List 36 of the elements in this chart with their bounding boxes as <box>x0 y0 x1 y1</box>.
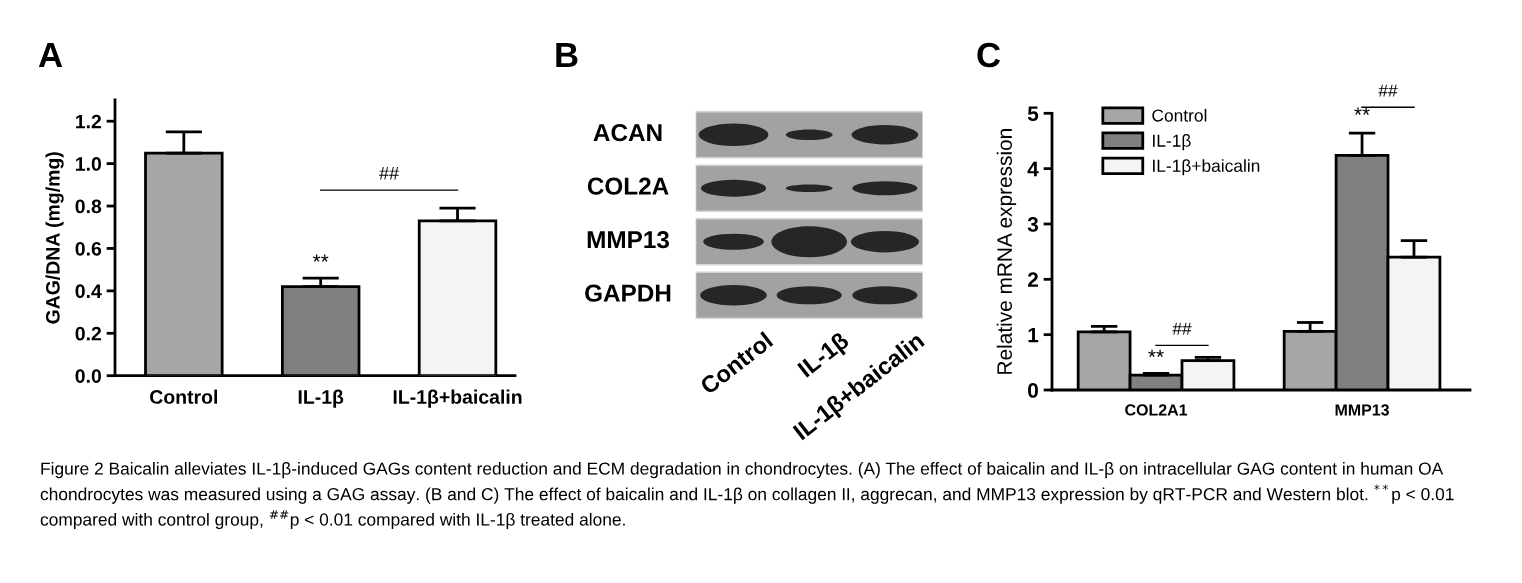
legend-label: IL-1β+baicalin <box>1153 159 1260 176</box>
text: GAPDH <box>585 284 671 302</box>
text: Figure 2 Baicalin alleviates IL-1β-induced GAGs content reduction and ECM degradation in chondrocytes. (A) The effect of baicalin and IL-β on intracellular GAG content in human OA chondrocytes was measured using a GAG assay. (B and C) The effect of baicalin and IL-1β on collagen II, aggrecan, and MMP13 expression by qRT-PCR and Western blot. $^{**}$p < 0.01 compared with control group, $^{##}$p < 0.01 compared with IL-1β treated alone. <box>40 462 1454 530</box>
annotation: ** <box>1354 107 1370 115</box>
y-tick-label: 1.0 <box>76 157 102 171</box>
text: B <box>556 43 578 67</box>
annotation: ## <box>379 167 400 180</box>
x-tick-label: COL2A1 <box>1125 404 1188 416</box>
text: ## <box>1378 84 1398 97</box>
chart-title: C <box>977 42 1001 68</box>
y-tick-label: 2 <box>1027 272 1038 287</box>
y-tick-label: 0.6 <box>75 241 102 256</box>
text: MMP13 <box>587 231 669 249</box>
annotation: ** <box>1148 349 1164 358</box>
y-tick-label: 4 <box>1027 161 1039 177</box>
y-tick-label: 0.0 <box>75 369 102 383</box>
x-tick-label: Control <box>150 389 218 404</box>
y-tick-label: 0 <box>1028 383 1038 398</box>
text: COL2A <box>587 177 669 195</box>
annotation: ** <box>312 254 329 262</box>
y-tick-label: 1 <box>1028 327 1039 343</box>
chart-title: A <box>38 43 63 67</box>
y-tick-label: 0.8 <box>75 199 102 214</box>
y-tick-label: 0.2 <box>75 326 102 341</box>
y-tick-label: 0.4 <box>75 284 102 299</box>
y-axis-title: GAG/DNA (mg/mg) <box>45 152 64 324</box>
x-tick-label: IL-1β <box>298 389 344 408</box>
legend-label: IL-1β <box>1153 134 1191 151</box>
annotation: ## <box>1172 322 1192 335</box>
y-tick-label: 5 <box>1027 106 1039 122</box>
y-axis-title: Relative mRNA expression <box>996 129 1017 374</box>
x-tick-label: IL-1β+baicalin <box>393 389 522 408</box>
y-tick-label: 1.2 <box>76 114 102 129</box>
text: ACAN <box>593 124 662 142</box>
y-tick-label: 3 <box>1027 216 1039 232</box>
legend-label: Control <box>1152 108 1207 122</box>
